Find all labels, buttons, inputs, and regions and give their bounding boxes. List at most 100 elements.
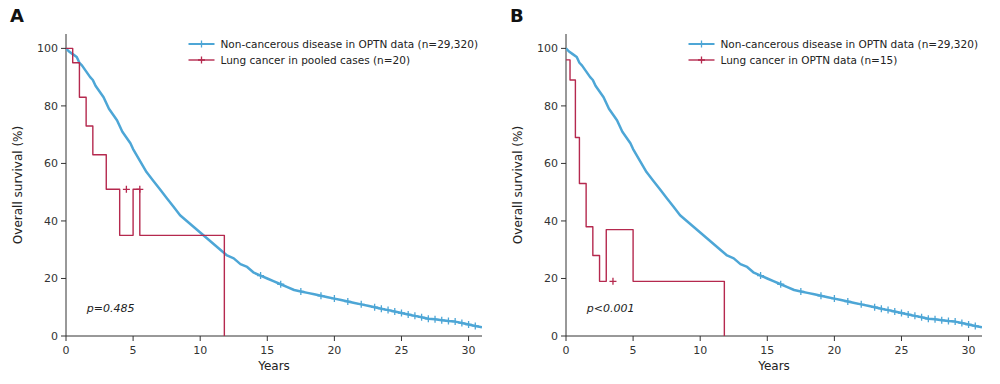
y-tick <box>61 105 66 106</box>
x-axis <box>66 336 482 337</box>
x-tick-label: 0 <box>563 344 570 357</box>
y-tick-label: 20 <box>44 272 58 285</box>
x-axis <box>566 336 982 337</box>
censor-mark <box>458 320 465 327</box>
panel-label: A <box>10 5 24 26</box>
y-tick-label: 100 <box>37 42 58 55</box>
x-tick <box>66 336 67 341</box>
p-value: p<0.001 <box>586 302 635 315</box>
censor-mark <box>445 318 452 325</box>
survival-curve <box>66 48 482 327</box>
censor-mark <box>317 292 324 299</box>
censor-mark <box>891 308 898 315</box>
censor-mark <box>885 307 892 314</box>
censor-mark <box>398 309 405 316</box>
x-tick <box>267 336 268 341</box>
censor-mark <box>952 318 959 325</box>
x-tick <box>901 336 902 341</box>
x-tick-label: 15 <box>760 344 774 357</box>
censor-mark <box>898 309 905 316</box>
y-tick-label: 20 <box>544 272 558 285</box>
y-axis-label: Overall survival (%) <box>11 126 25 244</box>
censor-mark <box>932 316 939 323</box>
x-axis-label: Years <box>757 359 790 373</box>
censor-mark <box>331 295 338 302</box>
x-tick <box>767 336 768 341</box>
y-tick <box>61 278 66 279</box>
y-tick-label: 0 <box>551 330 558 343</box>
censor-mark <box>385 307 392 314</box>
x-tick-label: 10 <box>693 344 707 357</box>
x-tick <box>133 336 134 341</box>
y-tick-label: 0 <box>51 330 58 343</box>
y-tick <box>561 278 566 279</box>
x-tick <box>566 336 567 341</box>
censor-mark <box>972 322 979 329</box>
censor-mark <box>358 301 365 308</box>
y-tick <box>61 336 66 337</box>
y-tick <box>561 163 566 164</box>
censor-mark <box>797 288 804 295</box>
x-tick <box>968 336 969 341</box>
censor-mark <box>371 304 378 311</box>
y-tick-label: 40 <box>544 215 558 228</box>
y-tick <box>61 220 66 221</box>
x-tick <box>468 336 469 341</box>
x-tick-label: 30 <box>462 344 476 357</box>
censor-mark <box>958 320 965 327</box>
censor-mark <box>817 292 824 299</box>
censor-mark <box>965 321 972 328</box>
y-axis-label: Overall survival (%) <box>511 126 525 244</box>
censor-mark <box>911 312 918 319</box>
y-tick <box>561 48 566 49</box>
x-tick-label: 10 <box>193 344 207 357</box>
censor-mark <box>378 305 385 312</box>
legend-marker <box>698 57 705 64</box>
censor-mark <box>425 315 432 322</box>
censor-mark <box>344 298 351 305</box>
censor-mark <box>905 311 912 318</box>
legend-marker <box>198 57 205 64</box>
x-axis-label: Years <box>257 359 290 373</box>
censor-mark <box>257 272 264 279</box>
censor-mark <box>878 305 885 312</box>
figure: 051015202530020406080100YearsOverall sur… <box>0 0 1000 384</box>
y-axis <box>66 34 67 336</box>
panel: 051015202530020406080100YearsOverall sur… <box>10 5 482 373</box>
y-tick <box>561 105 566 106</box>
censor-mark <box>472 322 479 329</box>
censor-mark <box>777 281 784 288</box>
censor-mark <box>925 315 932 322</box>
censor-mark <box>945 318 952 325</box>
legend-label: Non-cancerous disease in OPTN data (n=29… <box>221 38 479 50</box>
censor-mark <box>123 186 130 193</box>
censor-mark <box>297 288 304 295</box>
y-tick-label: 80 <box>544 100 558 113</box>
x-tick-label: 20 <box>327 344 341 357</box>
legend-marker <box>698 41 705 48</box>
x-tick-label: 15 <box>260 344 274 357</box>
x-tick-label: 20 <box>827 344 841 357</box>
censor-mark <box>391 308 398 315</box>
x-tick <box>834 336 835 341</box>
censor-mark <box>757 272 764 279</box>
censor-mark <box>405 311 412 318</box>
y-tick-label: 60 <box>44 157 58 170</box>
y-tick <box>61 163 66 164</box>
censor-mark <box>432 316 439 323</box>
censor-mark <box>609 278 616 285</box>
censor-mark <box>438 317 445 324</box>
y-tick-label: 100 <box>537 42 558 55</box>
legend: Non-cancerous disease in OPTN data (n=29… <box>689 38 979 66</box>
censor-mark <box>858 301 865 308</box>
censor-mark <box>411 312 418 319</box>
y-tick <box>561 220 566 221</box>
x-tick <box>200 336 201 341</box>
y-tick <box>561 336 566 337</box>
plot-area <box>566 48 982 336</box>
y-tick-label: 60 <box>544 157 558 170</box>
step-line <box>66 48 224 336</box>
panel: 051015202530020406080100YearsOverall sur… <box>510 5 982 373</box>
censor-mark <box>918 314 925 321</box>
step-line <box>566 60 724 336</box>
